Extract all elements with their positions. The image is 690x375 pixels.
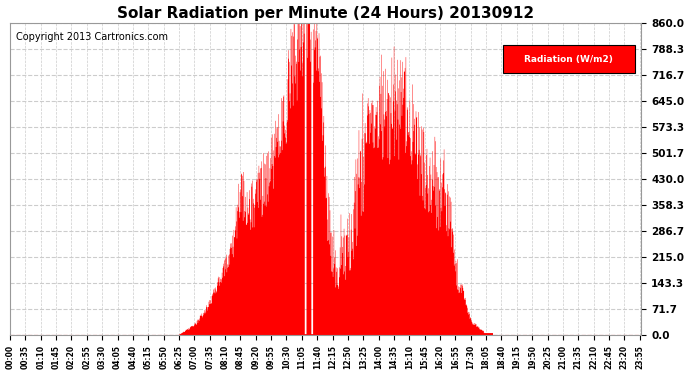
- Text: Copyright 2013 Cartronics.com: Copyright 2013 Cartronics.com: [17, 33, 168, 42]
- Title: Solar Radiation per Minute (24 Hours) 20130912: Solar Radiation per Minute (24 Hours) 20…: [117, 6, 534, 21]
- FancyBboxPatch shape: [502, 45, 635, 73]
- Text: Radiation (W/m2): Radiation (W/m2): [524, 54, 613, 63]
